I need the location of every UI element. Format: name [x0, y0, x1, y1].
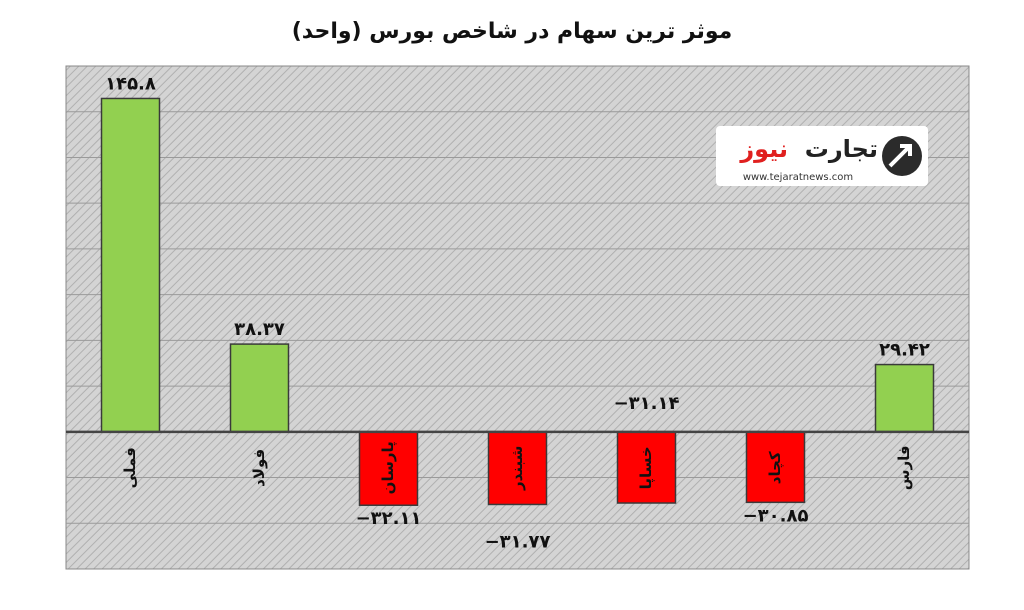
logo-name-2: نیوز	[739, 135, 788, 163]
category-label: فملی	[121, 447, 139, 488]
bars: ۱۴۵.۸ فملی ۳۸.۳۷ فولاد −۳۲.۱۱ پارسان −۳۱.۷۷ شبن…	[66, 73, 969, 552]
category-label: خساپا	[637, 446, 656, 489]
grid	[66, 111, 969, 524]
value-label: −۳۱.۷۷	[485, 531, 551, 552]
bar	[874, 363, 935, 433]
bar	[229, 343, 290, 433]
category-label: فولاد	[250, 449, 268, 487]
bar	[616, 431, 677, 504]
bar	[487, 431, 548, 506]
value-label: −۳۲.۱۱	[356, 508, 422, 529]
logo-name-1: تجارت	[805, 135, 878, 163]
logo-url: www.tejaratnews.com	[743, 172, 853, 183]
category-label: فارس	[895, 445, 913, 490]
logo-arrow	[888, 144, 912, 168]
value-label: ۳۸.۳۷	[234, 319, 285, 340]
logo-box	[716, 126, 928, 186]
value-label: −۳۱.۱۴	[614, 393, 680, 414]
value-label: −۳۰.۸۵	[743, 505, 809, 526]
chart-title: موثر ترین سهام در شاخص بورس (واحد)	[292, 19, 733, 44]
category-label: شبندر	[508, 446, 526, 491]
value-label: ۱۴۵.۸	[105, 73, 156, 94]
category-label: کچاد	[766, 451, 785, 484]
bar	[100, 97, 161, 433]
value-label: ۲۹.۴۲	[879, 340, 930, 361]
bar	[745, 431, 806, 504]
logo: تجارت نیوز www.tejaratnews.com	[716, 126, 928, 186]
category-label: پارسان	[379, 441, 398, 494]
